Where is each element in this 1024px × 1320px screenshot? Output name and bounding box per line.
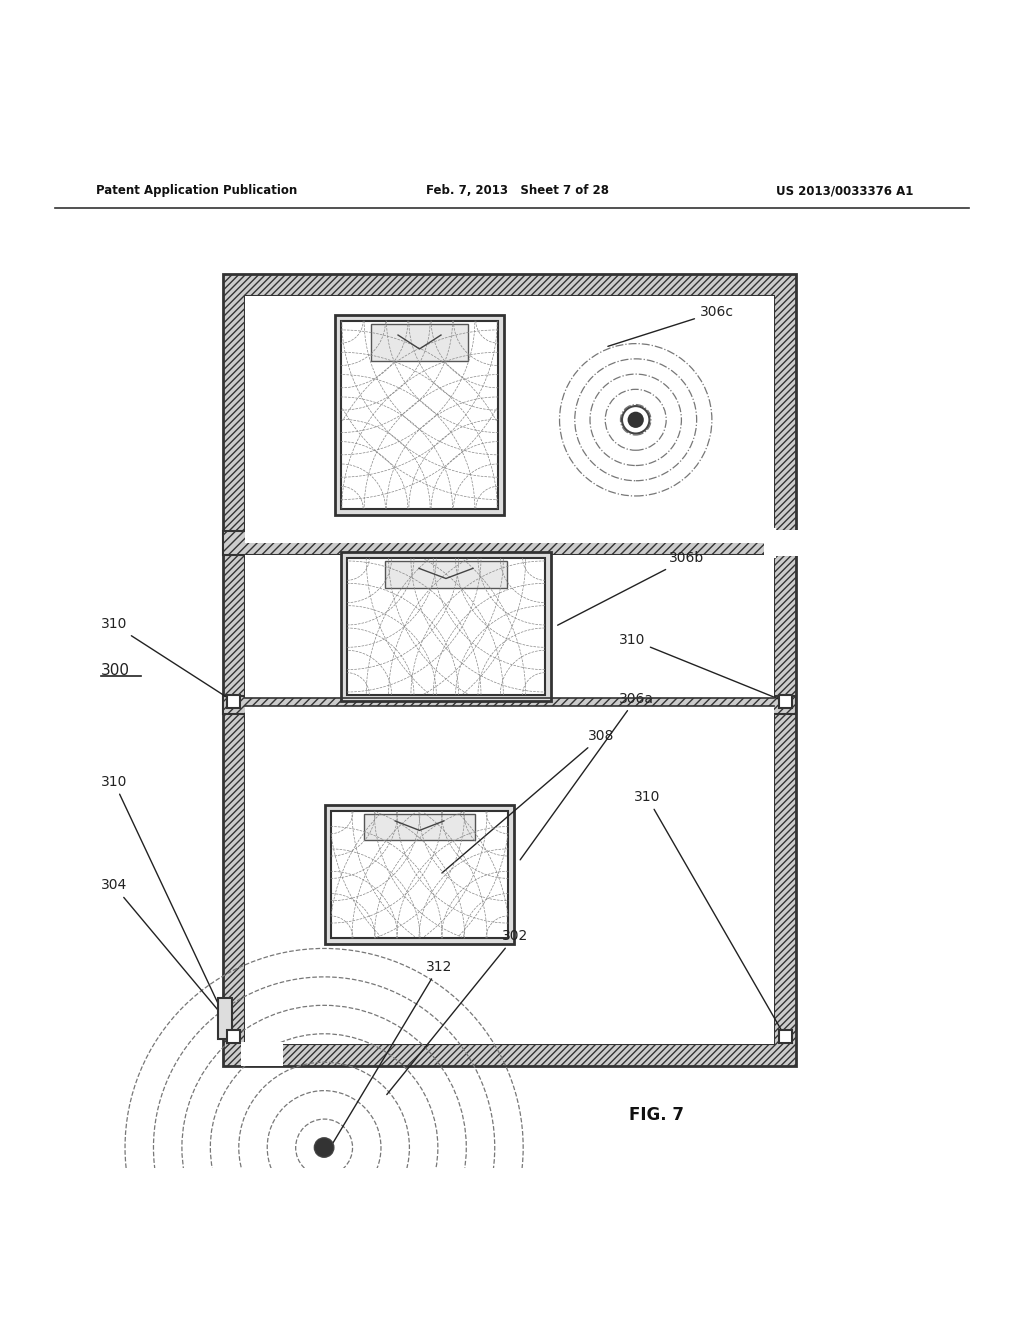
Circle shape [315, 1138, 333, 1156]
Text: 304: 304 [100, 879, 223, 1016]
Bar [245, 297, 774, 1044]
Bar [341, 552, 551, 701]
Bar [222, 531, 797, 556]
Text: 306a: 306a [520, 692, 653, 859]
Bar [778, 696, 792, 709]
Text: Patent Application Publication: Patent Application Publication [95, 185, 297, 197]
Bar [347, 558, 545, 696]
Bar [385, 561, 507, 589]
Text: 310: 310 [618, 632, 782, 701]
Text: 302: 302 [387, 929, 528, 1094]
Text: FIG. 7: FIG. 7 [629, 1106, 684, 1125]
Text: US 2013/0033376 A1: US 2013/0033376 A1 [776, 185, 913, 197]
Bar [764, 531, 800, 557]
Bar [331, 812, 508, 939]
Text: 310: 310 [100, 775, 232, 1035]
Bar [778, 1030, 792, 1043]
Text: 300: 300 [100, 663, 130, 677]
Text: 306b: 306b [558, 552, 705, 626]
Bar [245, 297, 774, 544]
Bar [371, 323, 468, 362]
Bar [341, 321, 499, 508]
Bar [335, 314, 504, 515]
Bar [227, 1030, 241, 1043]
Text: Feb. 7, 2013   Sheet 7 of 28: Feb. 7, 2013 Sheet 7 of 28 [426, 185, 608, 197]
Bar [218, 998, 231, 1039]
Text: 312: 312 [326, 960, 452, 1155]
Bar [365, 814, 474, 840]
Text: 306c: 306c [608, 305, 734, 346]
Bar [245, 556, 774, 697]
Bar [241, 1041, 284, 1067]
Circle shape [628, 412, 644, 428]
Text: 310: 310 [100, 618, 231, 700]
Bar [222, 696, 797, 714]
Bar [227, 696, 241, 709]
Bar [325, 805, 514, 944]
Bar [222, 275, 797, 1067]
Bar [245, 706, 774, 1044]
Text: 308: 308 [442, 729, 614, 873]
Text: 310: 310 [634, 791, 783, 1035]
